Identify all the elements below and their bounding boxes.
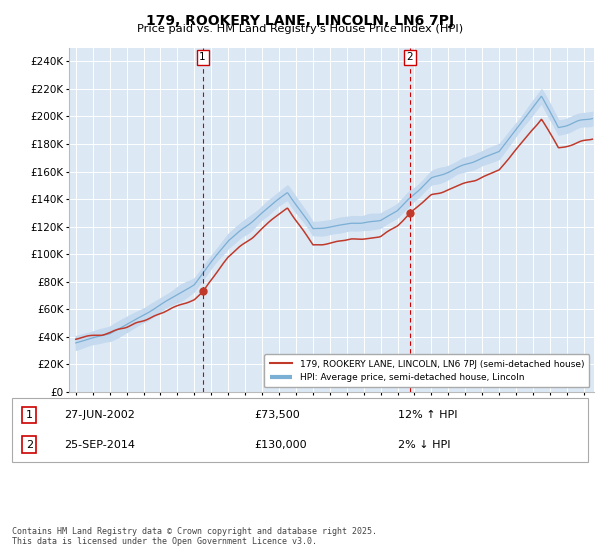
Text: 27-JUN-2002: 27-JUN-2002 (64, 410, 135, 420)
Text: 2% ↓ HPI: 2% ↓ HPI (398, 440, 451, 450)
Text: Price paid vs. HM Land Registry's House Price Index (HPI): Price paid vs. HM Land Registry's House … (137, 24, 463, 34)
Text: Contains HM Land Registry data © Crown copyright and database right 2025.
This d: Contains HM Land Registry data © Crown c… (12, 526, 377, 546)
Text: £130,000: £130,000 (254, 440, 307, 450)
Text: 1: 1 (199, 52, 206, 62)
Text: £73,500: £73,500 (254, 410, 299, 420)
Text: 179, ROOKERY LANE, LINCOLN, LN6 7PJ: 179, ROOKERY LANE, LINCOLN, LN6 7PJ (146, 14, 454, 28)
Text: 12% ↑ HPI: 12% ↑ HPI (398, 410, 457, 420)
Text: 2: 2 (407, 52, 413, 62)
Text: 2: 2 (26, 440, 33, 450)
Legend: 179, ROOKERY LANE, LINCOLN, LN6 7PJ (semi-detached house), HPI: Average price, s: 179, ROOKERY LANE, LINCOLN, LN6 7PJ (sem… (265, 354, 589, 388)
Text: 1: 1 (26, 410, 33, 420)
Text: 25-SEP-2014: 25-SEP-2014 (64, 440, 135, 450)
